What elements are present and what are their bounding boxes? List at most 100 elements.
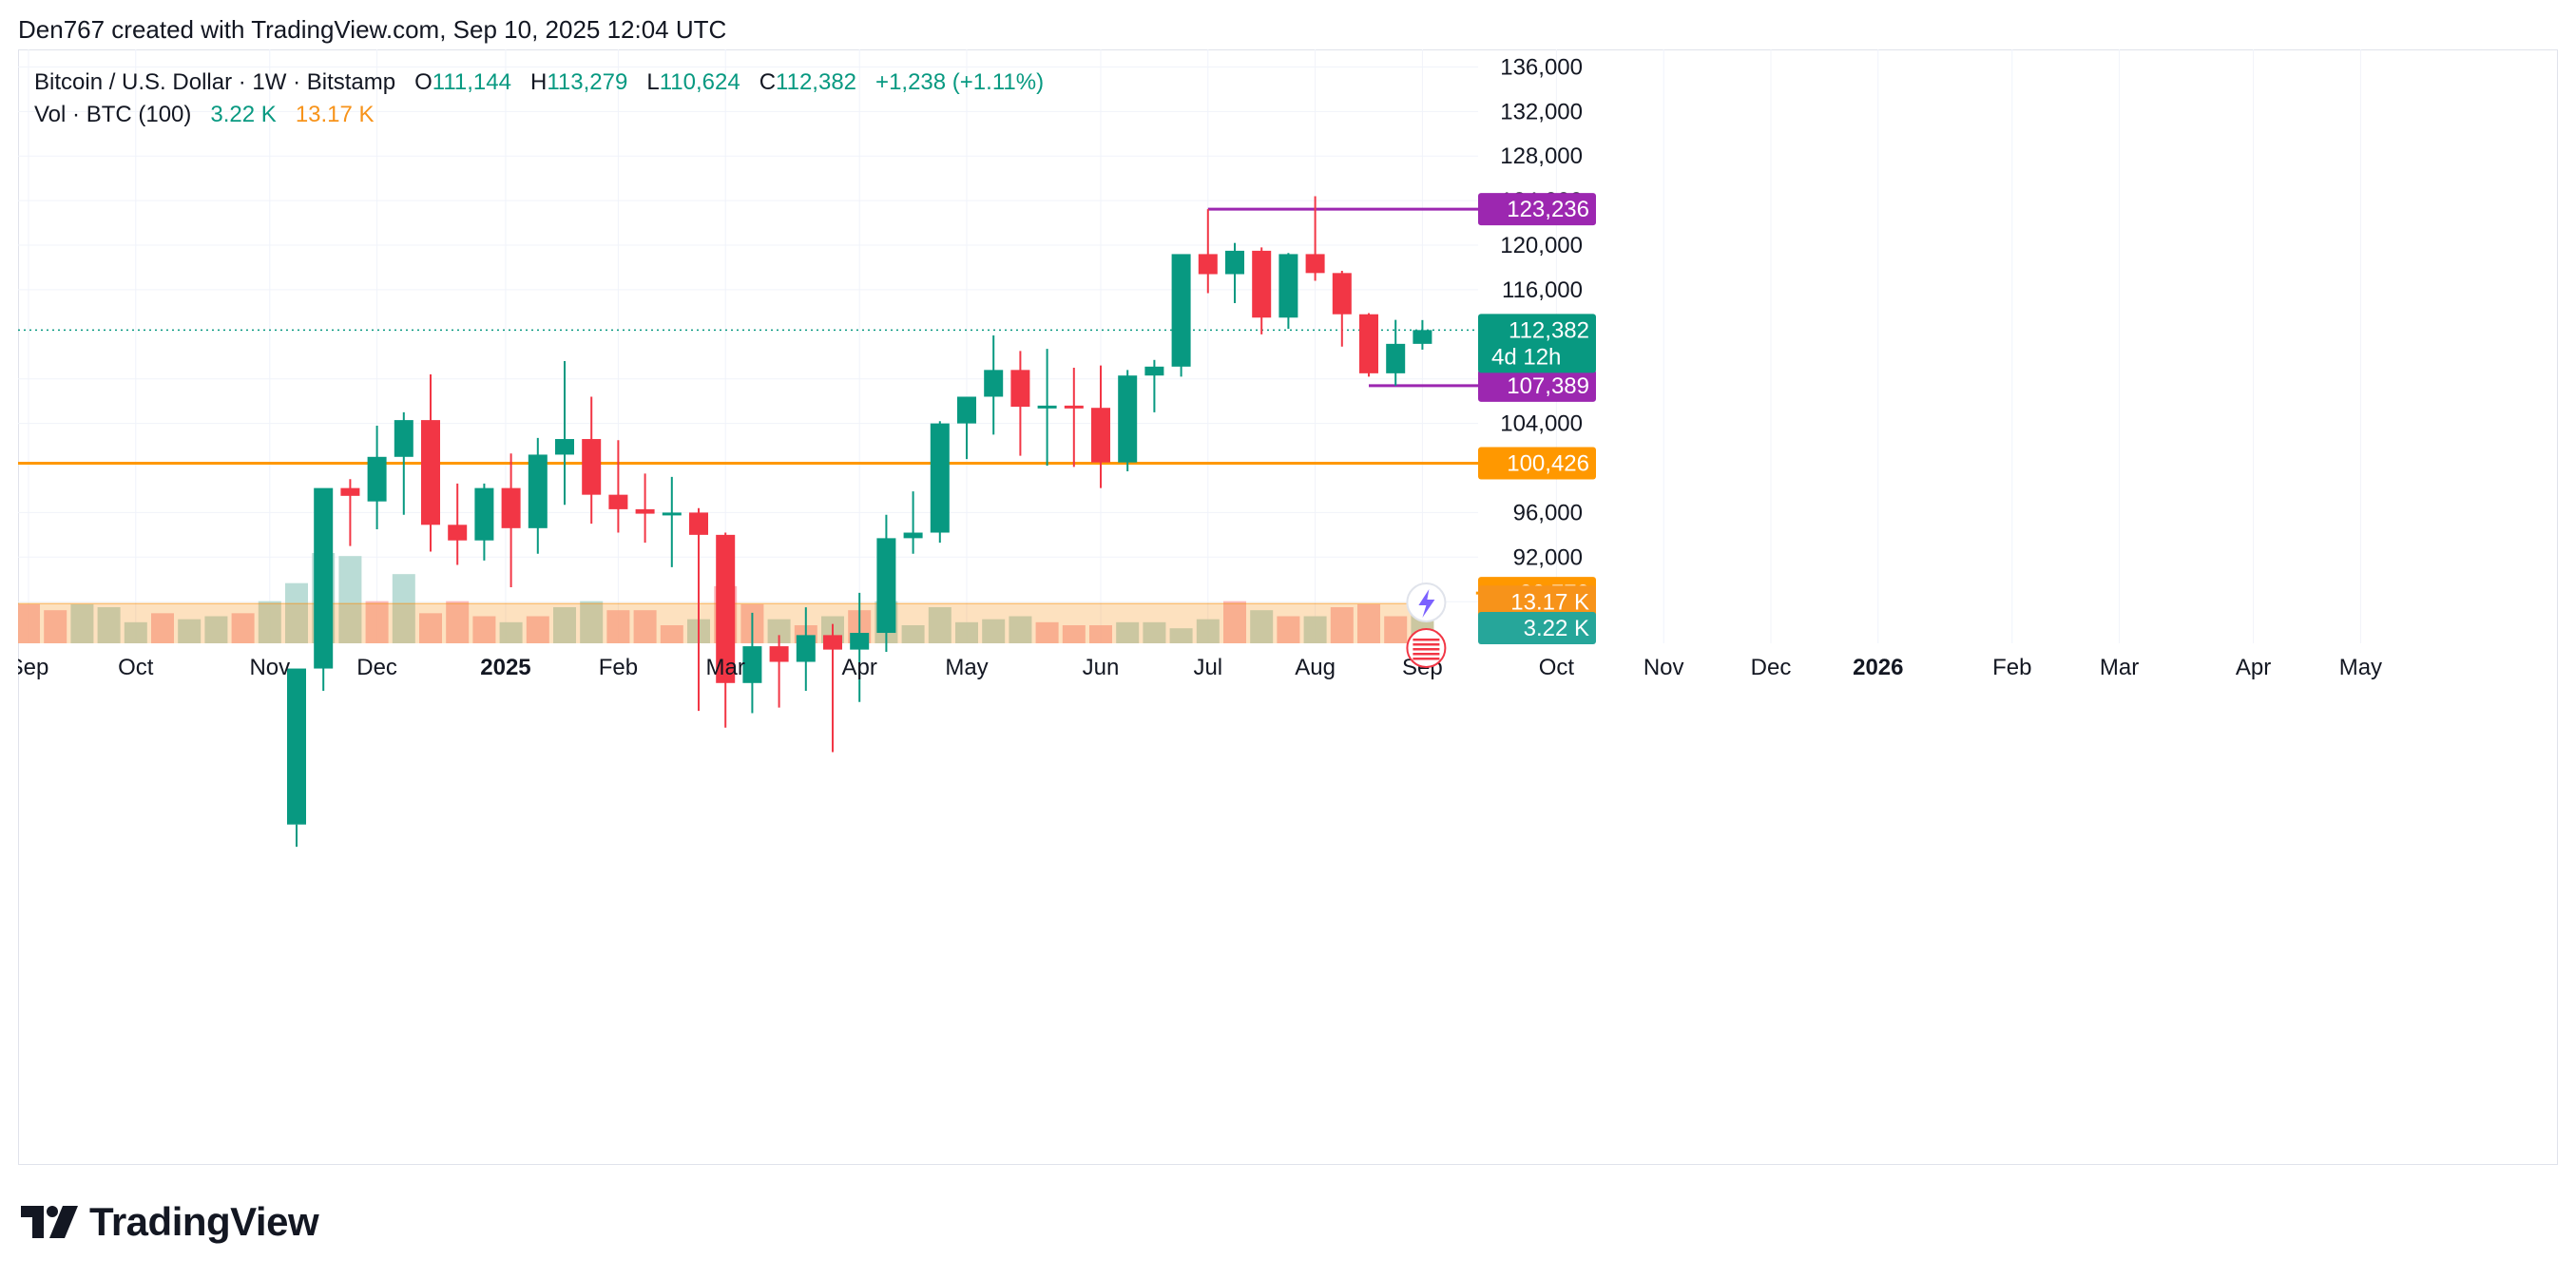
candle-body[interactable] — [823, 635, 842, 650]
candle-body[interactable] — [957, 396, 976, 424]
legend-open-value: 111,144 — [432, 69, 511, 95]
volume-ma-tag: 13.17 K — [1510, 589, 1589, 615]
volume-bar — [1250, 610, 1274, 643]
candle-body[interactable] — [850, 633, 870, 650]
candle-body[interactable] — [340, 487, 360, 496]
candle-body[interactable] — [635, 508, 655, 514]
last-price-tag: 112,382 — [1509, 317, 1589, 343]
candle-body[interactable] — [1278, 254, 1298, 318]
volume-bar — [231, 613, 255, 643]
candle-body[interactable] — [1252, 250, 1272, 318]
time-tick-label: May — [2339, 655, 2382, 680]
volume-bar — [18, 603, 40, 643]
legend-row-price: Bitcoin / U.S. Dollar · 1W · Bitstamp O1… — [34, 67, 1044, 99]
candle-body[interactable] — [287, 668, 306, 825]
candle-body[interactable] — [1010, 370, 1030, 408]
volume-bar — [151, 613, 174, 643]
candle-body[interactable] — [1118, 375, 1138, 463]
tradingview-logo-text: TradingView — [89, 1199, 319, 1244]
volume-tag-bg — [1478, 612, 1596, 644]
candle-body[interactable] — [1171, 254, 1191, 367]
candle-body[interactable] — [1037, 405, 1057, 409]
volume-bar — [70, 603, 94, 643]
candle-body[interactable] — [314, 487, 334, 669]
candle-body[interactable] — [1198, 254, 1218, 275]
price-tick-label: 116,000 — [1502, 277, 1583, 303]
us-flag-stripe — [1413, 639, 1440, 641]
candle-body[interactable] — [716, 534, 736, 683]
volume-bar — [1196, 619, 1220, 643]
volume-bar — [1277, 616, 1300, 643]
price-tick-label: 120,000 — [1500, 233, 1583, 258]
price-chart[interactable]: 136,000132,000128,000124,000120,000116,0… — [18, 49, 2558, 1165]
candle-body[interactable] — [1225, 250, 1244, 275]
volume-tag: 3.22 K — [1524, 616, 1589, 641]
legend-low-value: 110,624 — [659, 69, 740, 95]
time-tick-label: Sep — [18, 655, 48, 680]
time-tick-label: Aug — [1295, 655, 1336, 680]
candle-body[interactable] — [1413, 330, 1432, 344]
time-tick-label: Nov — [249, 655, 290, 680]
candle-body[interactable] — [876, 538, 896, 634]
candle-body[interactable] — [1064, 405, 1084, 409]
candle-body[interactable] — [394, 420, 413, 457]
candle-body[interactable] — [742, 646, 762, 683]
volume-bar — [1116, 621, 1140, 643]
volume-bar — [124, 621, 147, 643]
candle-body[interactable] — [421, 420, 440, 525]
line-price-tag-bg — [1478, 193, 1596, 226]
candle-body[interactable] — [662, 512, 682, 516]
line-price-tag-bg — [1478, 369, 1596, 402]
candle-body[interactable] — [448, 525, 468, 541]
time-tick-label: Apr — [842, 655, 877, 680]
chart-frame[interactable]: 136,000132,000128,000124,000120,000116,0… — [18, 49, 2558, 1165]
candle-body[interactable] — [528, 454, 548, 528]
candle-body[interactable] — [474, 487, 494, 541]
legend-volume-ma-value: 13.17 K — [295, 102, 375, 127]
legend-high-value: 113,279 — [547, 69, 628, 95]
volume-bar — [338, 556, 362, 643]
volume-bar — [1035, 621, 1059, 643]
candle-body[interactable] — [501, 487, 521, 528]
legend-row-volume: Vol · BTC (100) 3.22 K 13.17 K — [34, 99, 1044, 131]
line-price-tag: 107,389 — [1507, 373, 1589, 399]
time-tick-label: Jul — [1193, 655, 1222, 680]
time-tick-label: Feb — [1992, 655, 2031, 680]
volume-bar — [1384, 616, 1408, 643]
candle-body[interactable] — [984, 370, 1004, 397]
candle-body[interactable] — [1386, 343, 1406, 373]
candle-body[interactable] — [1359, 314, 1378, 373]
candle-body[interactable] — [367, 456, 387, 502]
legend-symbol[interactable]: Bitcoin / U.S. Dollar · 1W · Bitstamp — [34, 69, 396, 95]
volume-bar — [392, 574, 415, 643]
candle-body[interactable] — [769, 646, 789, 662]
legend-volume-label[interactable]: Vol · BTC (100) — [34, 102, 192, 127]
volume-bar — [1009, 616, 1032, 643]
candle-body[interactable] — [582, 439, 602, 495]
candle-body[interactable] — [1332, 273, 1352, 315]
volume-bar — [499, 621, 523, 643]
volume-bar — [365, 601, 389, 643]
price-tick-label: 128,000 — [1500, 143, 1583, 169]
candle-body[interactable] — [1091, 408, 1110, 463]
tradingview-logo[interactable]: TradingView — [21, 1199, 319, 1245]
candle-body[interactable] — [796, 635, 816, 662]
price-tick-label: 136,000 — [1500, 54, 1583, 80]
last-price-tag-bg — [1478, 314, 1596, 373]
candle-body[interactable] — [903, 532, 923, 539]
candle-body[interactable] — [930, 423, 950, 533]
price-tick-label: 132,000 — [1500, 99, 1583, 124]
volume-bar — [955, 621, 978, 643]
legend-close-value: 112,382 — [776, 69, 857, 95]
candle-body[interactable] — [555, 439, 574, 455]
candle-body[interactable] — [1144, 366, 1164, 376]
volume-bar — [258, 601, 281, 643]
line-price-tag: 100,426 — [1507, 451, 1589, 477]
chart-icons — [1406, 582, 1447, 668]
volume-bar — [1062, 625, 1086, 643]
time-tick-label: 2026 — [1853, 655, 1903, 680]
candle-body[interactable] — [608, 494, 628, 509]
candle-body[interactable] — [1305, 254, 1325, 274]
candle-body[interactable] — [689, 512, 708, 535]
legend-close-label: C — [759, 69, 777, 95]
